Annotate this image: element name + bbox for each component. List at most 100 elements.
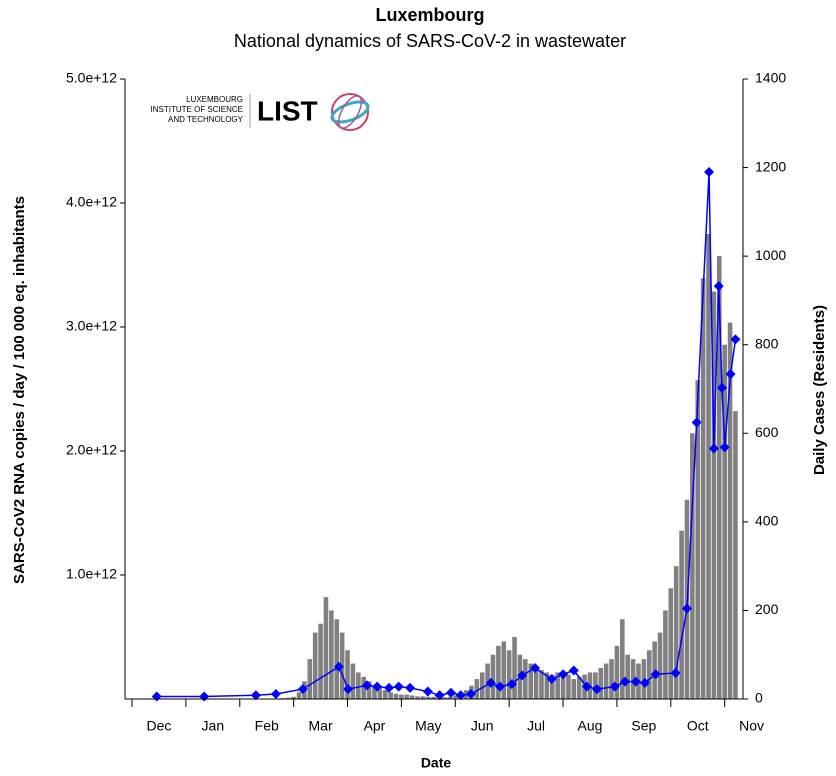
marker: [591, 684, 602, 695]
bar: [657, 632, 663, 699]
bar: [496, 645, 501, 699]
marker: [333, 661, 344, 672]
x-tick-label: Jul: [527, 718, 545, 734]
bar: [571, 679, 577, 699]
marker: [708, 443, 719, 454]
bar: [474, 679, 480, 699]
bar: [555, 672, 560, 699]
y2-tick-label: 1200: [755, 158, 786, 174]
bar: [420, 696, 426, 699]
bar: [603, 663, 609, 699]
chart-subtitle: National dynamics of SARS-CoV-2 in waste…: [234, 31, 626, 51]
marker: [372, 681, 383, 692]
bar: [452, 695, 458, 699]
x-axis-label: Date: [421, 755, 452, 771]
x-tick-label: Sep: [631, 718, 656, 734]
marker: [630, 676, 641, 687]
bar: [576, 676, 582, 699]
marker: [270, 689, 281, 700]
x-tick-label: Jun: [471, 718, 494, 734]
marker: [361, 680, 372, 691]
bar: [727, 322, 733, 699]
bar: [312, 632, 318, 699]
logo-mark: [330, 100, 370, 124]
marker: [250, 690, 261, 701]
marker: [199, 691, 210, 702]
marker: [716, 382, 727, 393]
bar: [512, 637, 517, 699]
bar: [673, 566, 679, 699]
marker: [465, 689, 476, 700]
x-tick-label: Apr: [364, 718, 386, 734]
bar: [652, 641, 657, 699]
bar: [361, 676, 366, 699]
bar: [356, 672, 361, 699]
bar: [695, 380, 701, 699]
logo-text: AND TECHNOLOGY: [168, 115, 244, 124]
bar: [523, 659, 528, 699]
y2-tick-label: 1000: [755, 247, 786, 263]
marker: [730, 334, 741, 345]
marker: [609, 681, 620, 692]
bar: [733, 411, 738, 699]
bar: [609, 659, 614, 699]
y2-tick-label: 1400: [755, 70, 786, 86]
bar: [291, 696, 296, 699]
bar: [307, 659, 313, 699]
bar: [717, 256, 722, 699]
bar: [646, 650, 652, 699]
logo-text: INSTITUTE OF SCIENCE: [151, 105, 243, 114]
x-tick-label: Jan: [202, 718, 225, 734]
y-tick-label: 2.0e+12: [66, 442, 117, 458]
bar: [372, 685, 377, 699]
marker: [719, 442, 730, 453]
x-tick-label: Aug: [578, 718, 603, 734]
logo: LUXEMBOURG INSTITUTE OF SCIENCE AND TECH…: [151, 93, 370, 131]
bar: [334, 619, 340, 699]
bar: [700, 278, 706, 699]
marker: [670, 667, 681, 678]
y2-tick-label: 200: [755, 601, 779, 617]
y2-tick-label: 800: [755, 335, 779, 351]
logo-name: LIST: [257, 95, 318, 126]
marker: [650, 669, 661, 680]
bar: [285, 697, 291, 699]
bar: [630, 659, 636, 699]
bar: [620, 619, 625, 699]
bar: [426, 696, 431, 699]
bar: [566, 674, 571, 699]
marker: [343, 684, 354, 695]
bar: [668, 588, 674, 699]
bar: [447, 696, 453, 699]
bar: [377, 687, 383, 699]
bar: [625, 654, 630, 699]
bar: [318, 623, 323, 699]
bar: [329, 610, 334, 699]
marker: [639, 677, 650, 688]
y-tick-label: 3.0e+12: [66, 318, 117, 334]
marker: [393, 681, 404, 692]
bar: [711, 291, 717, 699]
bar: [598, 668, 604, 699]
bar: [409, 695, 415, 699]
chart-title: Luxembourg: [375, 5, 484, 25]
bar: [296, 692, 302, 699]
x-tick-label: Feb: [255, 718, 279, 734]
marker: [297, 684, 308, 695]
x-tick-label: Oct: [687, 718, 709, 734]
line: [156, 171, 737, 698]
logo-mark: [331, 93, 369, 131]
marker: [581, 681, 592, 692]
bar: [415, 696, 420, 699]
marker: [485, 677, 496, 688]
bar: [366, 681, 372, 699]
bar: [442, 697, 447, 699]
marker: [725, 369, 736, 380]
bar: [722, 344, 727, 699]
bar: [350, 663, 356, 699]
bar: [490, 654, 496, 699]
marker: [495, 681, 506, 692]
bar: [479, 672, 485, 699]
bar: [706, 234, 711, 699]
bar: [560, 676, 566, 699]
